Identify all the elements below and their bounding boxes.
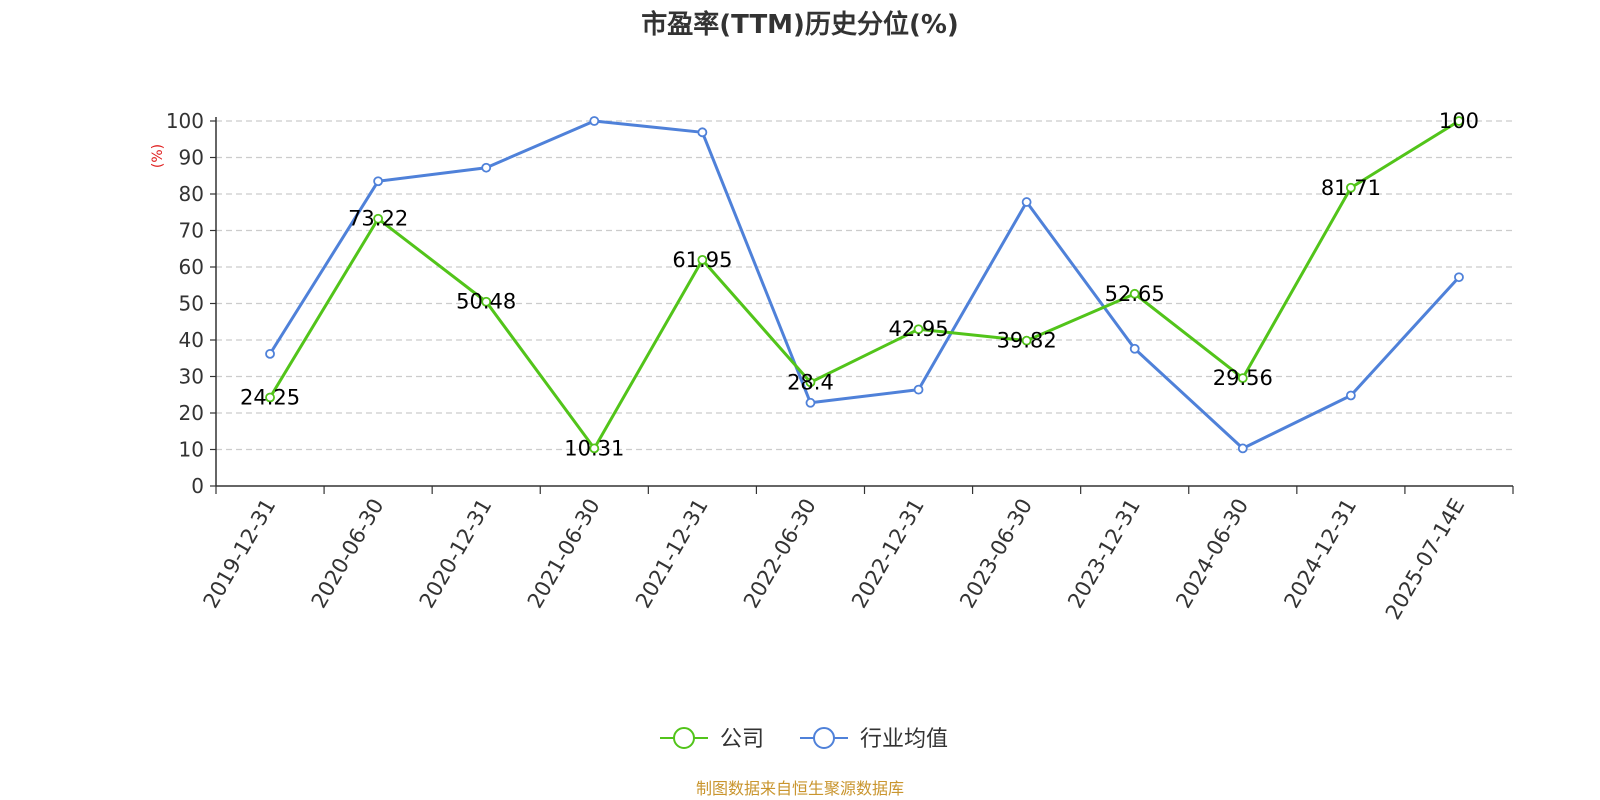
series-industry-average <box>265 116 1464 454</box>
series-line <box>268 119 1460 450</box>
data-point[interactable] <box>697 127 708 138</box>
data-point[interactable] <box>913 384 924 395</box>
legend-marker-icon <box>673 727 695 749</box>
legend-item-company[interactable]: 公司 <box>660 727 764 752</box>
axes <box>210 117 1514 494</box>
data-label: 24.25 <box>240 385 300 409</box>
x-tick-label: 2020-12-31 <box>415 495 497 613</box>
data-point[interactable] <box>1021 197 1032 207</box>
data-labels: 24.25 73.22 50.48 10.31 61.95 28.4 42.95 39.82 5… <box>240 109 1479 460</box>
source-note: 制图数据来自恒生聚源数据库 <box>696 779 904 798</box>
x-tick-label: 2021-12-31 <box>631 495 713 613</box>
y-tick-label: 20 <box>179 401 204 425</box>
data-point[interactable] <box>1345 182 1356 193</box>
x-tick-label: 2021-06-30 <box>523 495 605 613</box>
data-point[interactable] <box>1237 443 1248 454</box>
data-label: 61.95 <box>672 248 732 272</box>
data-label: 10.31 <box>564 436 624 460</box>
y-tick-label: 70 <box>179 219 204 243</box>
x-tick-label: 2023-12-31 <box>1063 495 1145 613</box>
data-point[interactable] <box>481 296 492 307</box>
x-tick-label: 2022-06-30 <box>739 495 821 613</box>
data-label: 28.4 <box>787 370 834 394</box>
series-layer <box>265 116 1464 454</box>
y-tick-label: 100 <box>166 109 204 133</box>
x-tick-label: 2024-06-30 <box>1171 495 1253 613</box>
series-line <box>268 119 1461 450</box>
legend-marker-icon <box>813 727 835 749</box>
x-tick-label: 2023-06-30 <box>955 495 1037 613</box>
x-tick-label: 2024-12-31 <box>1279 495 1361 613</box>
data-point[interactable] <box>805 397 816 408</box>
legend-item-industry-average[interactable]: 行业均值 <box>800 727 948 752</box>
data-label: 29.56 <box>1213 366 1273 390</box>
y-tick-labels: 0 10 20 30 40 50 60 70 80 90 100 <box>166 109 204 498</box>
data-point[interactable] <box>805 377 816 388</box>
data-point[interactable] <box>913 324 924 335</box>
y-axis-label: (%) <box>150 144 166 168</box>
data-point[interactable] <box>265 392 275 403</box>
data-point[interactable] <box>697 254 708 265</box>
data-label: 52.65 <box>1105 282 1165 306</box>
data-label: 73.22 <box>348 207 408 231</box>
y-tick-label: 80 <box>179 182 204 206</box>
data-point[interactable] <box>1129 343 1140 354</box>
y-tick-label: 0 <box>191 474 204 498</box>
data-label: 50.48 <box>456 290 516 314</box>
data-label: 81.71 <box>1321 176 1381 200</box>
y-tick-label: 60 <box>179 255 204 279</box>
legend[interactable]: 公司 行业均值 <box>660 727 948 752</box>
x-tick-label: 2020-06-30 <box>307 495 389 613</box>
y-tick-label: 50 <box>179 292 204 316</box>
y-tick-label: 10 <box>179 438 204 462</box>
x-tick-label: 2019-12-31 <box>199 495 281 613</box>
data-point[interactable] <box>1454 272 1464 283</box>
data-point[interactable] <box>589 443 600 454</box>
data-point[interactable] <box>1021 335 1032 346</box>
data-point[interactable] <box>373 213 384 224</box>
y-tick-label: 40 <box>179 328 204 352</box>
legend-label: 公司 <box>720 727 764 752</box>
data-point[interactable] <box>1345 390 1356 401</box>
legend-label: 行业均值 <box>860 727 948 752</box>
series-company <box>265 116 1464 454</box>
data-label: 39.82 <box>997 329 1057 353</box>
data-point[interactable] <box>1454 116 1464 126</box>
data-point[interactable] <box>373 176 384 187</box>
x-tick-label: 2025-07-14E <box>1381 495 1469 624</box>
data-point[interactable] <box>265 348 275 359</box>
x-tick-labels: 2019-12-31 2020-06-30 2020-12-31 2021-06-30… <box>199 495 1470 624</box>
data-label: 100 <box>1439 109 1479 133</box>
data-point[interactable] <box>1129 288 1140 299</box>
data-point[interactable] <box>589 116 600 126</box>
data-label: 42.95 <box>888 317 948 341</box>
gridlines <box>216 120 1513 451</box>
data-point[interactable] <box>481 162 492 173</box>
chart-title: 市盈率(TTM)历史分位(%) <box>641 9 959 40</box>
y-tick-label: 90 <box>179 146 204 170</box>
data-point[interactable] <box>1237 373 1248 384</box>
x-tick-label: 2022-12-31 <box>847 495 929 613</box>
y-tick-label: 30 <box>179 365 204 389</box>
